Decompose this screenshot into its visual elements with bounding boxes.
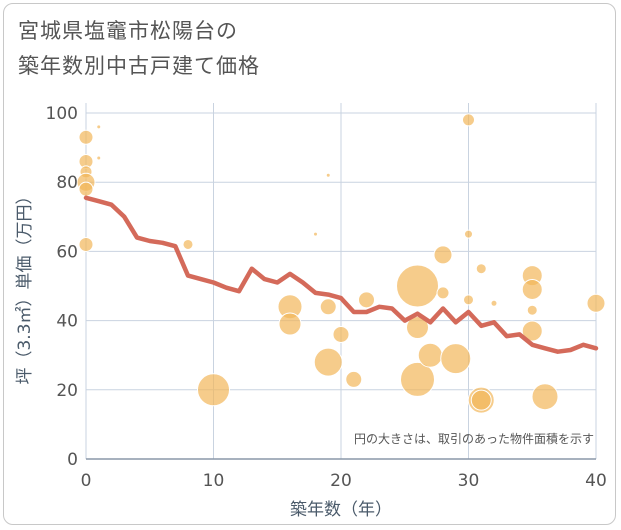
x-tick-labels: 0 10 20 30 40 — [81, 471, 607, 491]
x-tick-label: 10 — [203, 471, 225, 491]
bubble-point — [521, 278, 543, 300]
bubble-point — [278, 312, 302, 336]
bubble-point — [463, 294, 474, 306]
bubble-point — [358, 291, 375, 309]
y-tick-label: 0 — [67, 450, 78, 470]
y-tick-labels: 0 20 40 60 80 100 — [46, 104, 78, 470]
bubble-point — [182, 238, 194, 250]
bubble-point — [332, 325, 350, 343]
bubble-point — [417, 342, 443, 368]
y-axis-label: 坪（3.3㎡）単価（万円） — [15, 187, 35, 384]
bubble-point — [470, 389, 492, 411]
bubble-point — [406, 316, 429, 340]
y-tick-label: 80 — [56, 173, 78, 193]
y-tick-label: 20 — [56, 381, 78, 401]
bubble-point — [462, 113, 475, 127]
bubble-point — [313, 231, 318, 237]
bubble-point — [78, 129, 94, 145]
bubble-point — [521, 320, 543, 342]
bubble-point — [319, 298, 337, 316]
bubble-point — [325, 172, 331, 178]
y-tick-label: 100 — [46, 104, 78, 124]
y-tick-label: 60 — [56, 242, 78, 262]
bubble-point — [586, 293, 606, 313]
bubble-point — [475, 263, 487, 275]
bubble-point — [464, 229, 473, 239]
bubble-point — [78, 181, 94, 197]
x-tick-label: 0 — [81, 471, 92, 491]
bubble-point — [400, 361, 435, 397]
trend-line — [83, 195, 599, 354]
bubble-point — [490, 299, 498, 307]
title-line-2: 築年数別中古戸建て価格 — [18, 54, 260, 78]
bubble-point — [96, 155, 102, 161]
bubble-point — [436, 286, 450, 300]
bubble-point — [440, 343, 472, 375]
bubble-point — [197, 373, 230, 407]
y-tick-label: 40 — [56, 312, 78, 332]
title-line-1: 宮城県塩竈市松陽台の — [18, 19, 238, 43]
bubble-point — [96, 124, 102, 130]
x-tick-label: 30 — [458, 471, 480, 491]
bubble-point — [313, 347, 343, 377]
x-tick-label: 20 — [330, 471, 352, 491]
bubble-point — [526, 304, 538, 316]
bubble-point — [531, 383, 559, 411]
bubble-point — [396, 264, 439, 308]
bubble-series — [76, 113, 606, 414]
x-axis-label: 築年数（年） — [290, 500, 392, 520]
chart-title: 宮城県塩竈市松陽台の 築年数別中古戸建て価格 — [18, 14, 260, 84]
bubble-point — [345, 370, 363, 388]
bubble-size-note: 円の大きさは、取引のあった物件面積を示す — [354, 431, 594, 446]
bubble-point — [78, 236, 94, 252]
x-tick-label: 40 — [585, 471, 607, 491]
bubble-point — [433, 245, 453, 265]
